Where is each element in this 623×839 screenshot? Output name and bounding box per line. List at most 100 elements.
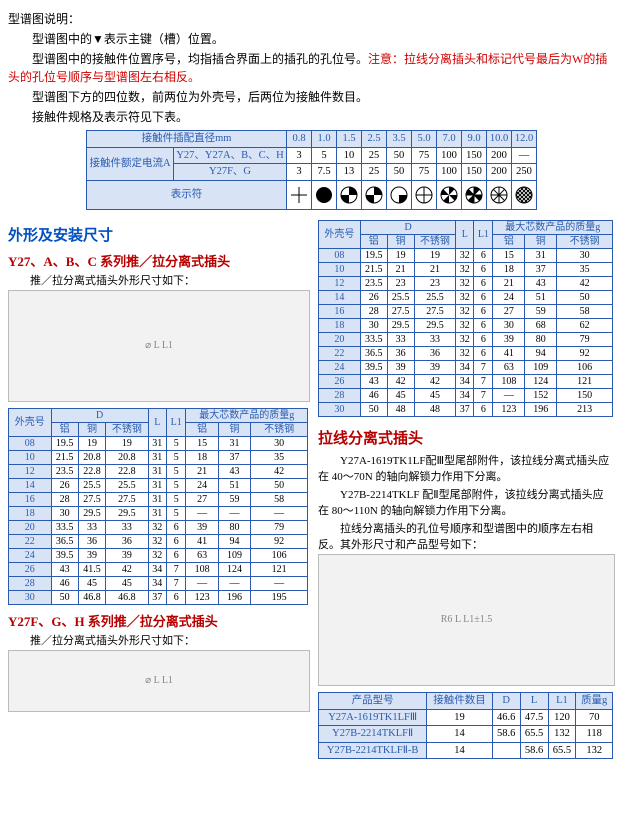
product-table: 产品型号 接触件数目 D L L1 质量g Y27A-1619TK1LFⅢ194… [318,692,613,760]
cell: 94 [218,534,250,548]
cell: 5 [166,506,186,520]
cell: 24 [186,478,218,492]
intro-p3: 型谱图中的接触件位置序号，均指插合界面上的插孔的孔位号。注意：拉线分离插头和标记… [8,50,615,86]
symbol-7 [462,180,487,209]
cell: 7 [166,576,186,590]
cell: 7 [166,562,186,576]
cell: 34 [456,374,474,388]
cell: 63 [493,360,525,374]
cell: 30 [51,506,78,520]
symbol-6 [437,180,462,209]
cell: 39 [78,548,105,562]
cell: 27.5 [78,492,105,506]
subsection-1: Y27、A、B、C 系列推／拉分离式插头 [8,251,308,270]
cell: 6 [474,346,493,360]
cell: 14 [427,742,492,759]
cell: 23.5 [360,276,387,290]
cell: 106 [251,548,308,562]
cell: 36 [78,534,105,548]
cell: 50 [51,590,78,604]
cell: — [251,576,308,590]
cell: 46.6 [492,709,520,726]
cell: 58 [557,304,613,318]
intro-text: 型谱图说明： 型谱图中的▼表示主键（槽）位置。 型谱图中的接触件位置序号，均指插… [8,10,615,126]
cell: 6 [474,262,493,276]
cell: 123 [186,590,218,604]
cell: 27.5 [106,492,149,506]
cell: 58 [251,492,308,506]
cell: 6 [474,318,493,332]
cell: 37 [525,262,557,276]
cell: 19 [78,436,105,450]
cell: 51 [525,290,557,304]
cell: 18 [493,262,525,276]
cell: 19 [427,709,492,726]
cell: 12 [9,464,52,478]
cell: 43 [218,464,250,478]
cell: 213 [557,402,613,416]
cell: 50 [360,402,387,416]
cell: 65.5 [548,742,576,759]
cell: 31 [148,436,166,450]
cell: 26 [360,290,387,304]
cell: 150 [557,388,613,402]
section-2-title: 拉线分离式插头 [318,427,613,448]
cell: 23 [414,276,456,290]
cell: 42 [557,276,613,290]
cell: 42 [387,374,414,388]
cell: 23 [387,276,414,290]
cell: 6 [166,520,186,534]
cell: 7 [474,360,493,374]
cell: 25.5 [387,290,414,304]
cell: 28 [9,576,52,590]
cell: 28 [51,492,78,506]
cell: 32 [148,520,166,534]
cell: 33.5 [360,332,387,346]
cell: 196 [218,590,250,604]
cell: 46 [51,576,78,590]
cell: 31 [148,478,166,492]
symbol-9 [512,180,537,209]
cell: 21.5 [360,262,387,276]
cell: 33 [106,520,149,534]
cell: 120 [548,709,576,726]
section-title: 外形及安装尺寸 [8,224,308,245]
cell: 6 [474,276,493,290]
cell: 59 [525,304,557,318]
cell: 34 [148,576,166,590]
cell: 27.5 [414,304,456,318]
symbol-2 [337,180,362,209]
cell: 32 [456,248,474,262]
cell: 45 [106,576,149,590]
intro-p3a: 型谱图中的接触件位置序号，均指插合界面上的插孔的孔位号。 [32,52,368,66]
cell: 5 [166,450,186,464]
cell: 45 [414,388,456,402]
cell: 79 [251,520,308,534]
cell: 20 [319,332,361,346]
intro-p4: 型谱图下方的四位数，前两位为外壳号，后两位为接触件数目。 [8,88,615,106]
cell: — [186,576,218,590]
cell: 79 [557,332,613,346]
cell: 22 [9,534,52,548]
cell: 33 [414,332,456,346]
spec-h2: 接触件额定电流A [87,147,174,180]
cell: 42 [251,464,308,478]
symbol-3 [362,180,387,209]
cell: — [218,576,250,590]
cell: 29.5 [387,318,414,332]
spec-table: 接触件插配直径mm 0.8 1.0 1.5 2.5 3.5 5.0 7.0 9.… [86,130,537,210]
symbol-0 [287,180,312,209]
cell: 132 [576,742,613,759]
cell: 08 [319,248,361,262]
cell: 118 [576,726,613,743]
cell: 16 [9,492,52,506]
sec2-p1: Y27A-1619TK1LF配Ⅲ型尾部附件，该拉线分离式插头应在 40～70N … [318,452,613,484]
cell: 108 [493,374,525,388]
cell: 26 [51,478,78,492]
cell: Y27B-2214TKLFⅡ-B [319,742,427,759]
cell: 92 [557,346,613,360]
cell: 10 [9,450,52,464]
cell: 50 [557,290,613,304]
cell: 5 [166,464,186,478]
cell: 36 [106,534,149,548]
